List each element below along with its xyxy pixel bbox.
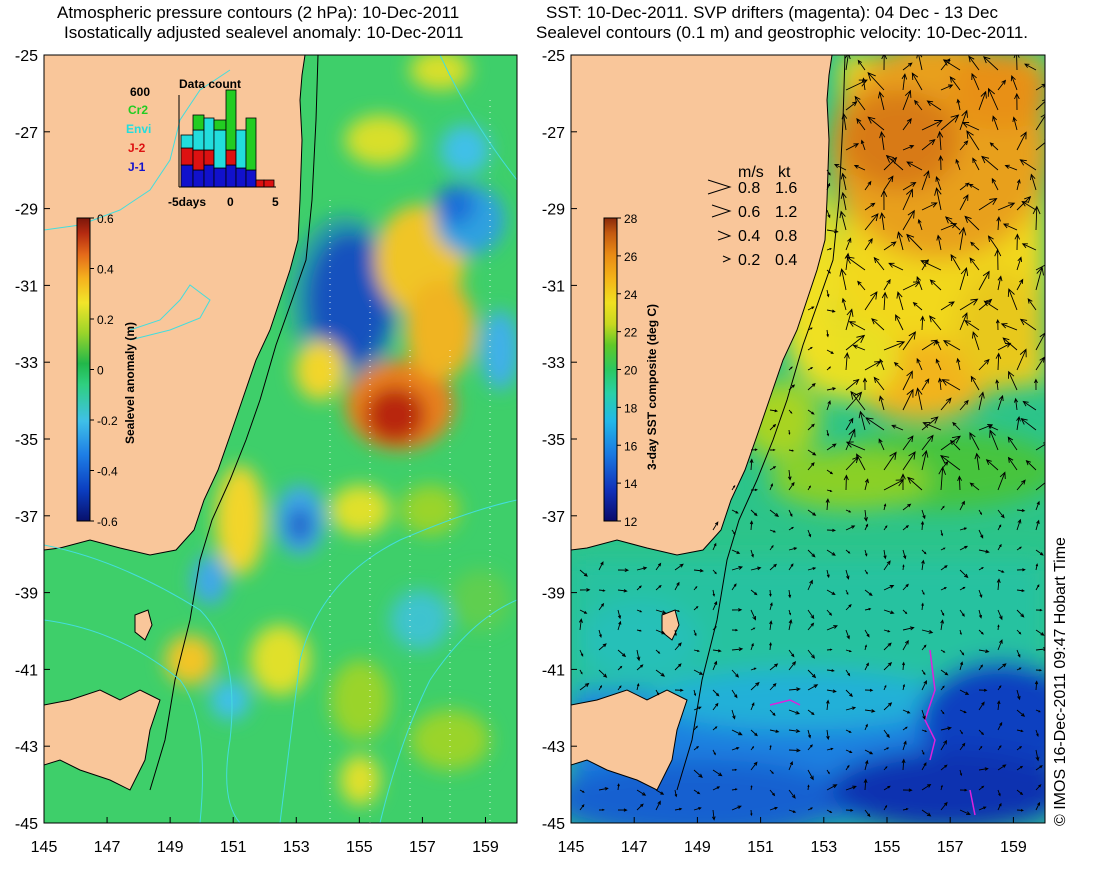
y-tick-label: -25: [542, 48, 565, 65]
data-count-ymax: 600: [130, 85, 150, 99]
australia-land-right: [571, 55, 833, 556]
legend-envi: Envi: [126, 122, 151, 136]
y-tick-label: -35: [15, 432, 38, 449]
left-colorbar-label: Sealevel anomaly (m): [123, 322, 137, 444]
y-tick-label: -45: [15, 816, 38, 833]
y-tick-label: -35: [542, 432, 565, 449]
colorbar-tick-label: 18: [624, 401, 638, 415]
y-tick-label: -31: [15, 278, 38, 295]
imos-credit: © IMOS 16-Dec-2011 09:47 Hobart Time: [1052, 537, 1069, 826]
legend-row-1-ms: 0.6: [738, 204, 760, 221]
legend-header-kt: kt: [778, 164, 791, 181]
data-count-title: Data count: [179, 77, 241, 91]
colorbar-tick-label: 26: [624, 250, 638, 264]
colorbar-tick-label: 0: [97, 364, 104, 378]
flinders-island: [134, 609, 153, 641]
left-map-panel: [43, 54, 518, 824]
x-tick-label: 159: [472, 839, 499, 856]
x-tick-label: 149: [684, 839, 711, 856]
data-count-xlabel-2: 5: [272, 195, 279, 209]
colorbar-tick-label: 0.6: [97, 212, 114, 226]
colorbar-tick-label: -0.6: [97, 515, 118, 529]
legend-row-0-kt: 1.6: [775, 180, 797, 197]
y-tick-label: -31: [542, 278, 565, 295]
legend-j1: J-1: [128, 160, 146, 174]
legend-header-ms: m/s: [738, 164, 764, 181]
x-tick-label: 159: [1000, 839, 1027, 856]
velocity-legend: m/s kt 0.8 1.6 0.6 1.2 0.4 0.8 0.2 0.4: [707, 164, 797, 269]
x-tick-label: 157: [937, 839, 964, 856]
y-tick-label: -29: [542, 202, 565, 219]
colorbar-tick-label: 24: [624, 288, 638, 302]
legend-cr2: Cr2: [128, 103, 148, 117]
y-tick-label: -27: [15, 125, 38, 142]
y-tick-label: -37: [15, 509, 38, 526]
y-tick-label: -41: [542, 662, 565, 679]
geostrophic-velocity-vectors: [578, 55, 1045, 821]
colorbar-tick-label: 12: [624, 515, 638, 529]
legend-row-0-ms: 0.8: [738, 180, 760, 197]
legend-row-1-kt: 1.2: [775, 204, 797, 221]
right-colorbar-label: 3-day SST composite (deg C): [645, 304, 659, 470]
y-tick-label: -33: [542, 355, 565, 372]
legend-row-3-kt: 0.4: [775, 252, 797, 269]
y-tick-label: -27: [542, 125, 565, 142]
y-tick-label: -39: [542, 586, 565, 603]
colorbar-tick-label: 14: [624, 477, 638, 491]
y-tick-label: -37: [542, 509, 565, 526]
colorbar-tick-label: 0.2: [97, 313, 114, 327]
x-tick-label: 145: [31, 839, 58, 856]
colorbar-tick-label: 28: [624, 212, 638, 226]
colorbar-tick-label: -0.4: [97, 465, 118, 479]
x-tick-label: 153: [283, 839, 310, 856]
x-tick-label: 153: [810, 839, 837, 856]
y-tick-label: -33: [15, 355, 38, 372]
right-colorbar: 28 26 24 22 20 18 16 14 12 3-day SST composite (…: [603, 212, 659, 529]
x-tick-label: 147: [94, 839, 121, 856]
legend-j2: J-2: [128, 141, 146, 155]
legend-row-3-ms: 0.2: [738, 252, 760, 269]
x-tick-label: 157: [409, 839, 436, 856]
y-tick-label: -41: [15, 662, 38, 679]
data-count-xlabel-0: -5days: [168, 195, 206, 209]
left-colorbar: 0.6 0.4 0.2 0 -0.2 -0.4 -0.6 Sealevel anomaly …: [76, 212, 137, 529]
legend-row-2-ms: 0.4: [738, 228, 760, 245]
y-tick-label: -43: [542, 739, 565, 756]
left-title-line1: Atmospheric pressure contours (2 hPa): 1…: [57, 3, 459, 22]
pressure-contours: [44, 55, 517, 823]
colorbar-tick-label: -0.2: [97, 414, 118, 428]
x-tick-label: 147: [621, 839, 648, 856]
sst-field: [571, 55, 1045, 823]
y-tick-label: -29: [15, 202, 38, 219]
data-count-inset: Data count 600 Cr2 Envi J-2 J-1: [126, 77, 279, 209]
y-tick-label: -25: [15, 48, 38, 65]
right-map-panel: [570, 54, 1046, 824]
colorbar-tick-label: 16: [624, 439, 638, 453]
x-tick-label: 149: [157, 839, 184, 856]
x-tick-label: 155: [874, 839, 901, 856]
sealevel-anomaly-field: [165, 55, 517, 805]
left-title-line2: Isostatically adjusted sealevel anomaly:…: [64, 23, 463, 42]
tasmania-land-right: [571, 689, 688, 791]
right-title-line1: SST: 10-Dec-2011. SVP drifters (magenta)…: [546, 3, 998, 22]
svp-drifter-tracks: [769, 649, 976, 816]
legend-row-2-kt: 0.8: [775, 228, 797, 245]
x-tick-label: 151: [220, 839, 247, 856]
colorbar-tick-label: 0.4: [97, 263, 114, 277]
colorbar-tick-label: 22: [624, 326, 638, 340]
y-tick-label: -39: [15, 586, 38, 603]
x-tick-label: 151: [747, 839, 774, 856]
x-tick-label: 155: [346, 839, 373, 856]
y-tick-label: -45: [542, 816, 565, 833]
right-title-line2: Sealevel contours (0.1 m) and geostrophi…: [536, 23, 1028, 42]
tasmania-land: [44, 689, 161, 791]
data-count-xlabel-1: 0: [227, 195, 234, 209]
x-tick-label: 145: [558, 839, 585, 856]
colorbar-tick-label: 20: [624, 364, 638, 378]
y-tick-label: -43: [15, 739, 38, 756]
